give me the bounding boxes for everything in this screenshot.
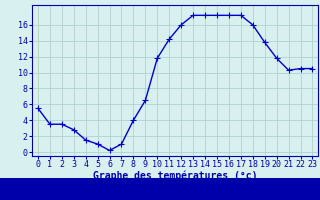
X-axis label: Graphe des températures (°c): Graphe des températures (°c) <box>93 171 258 181</box>
